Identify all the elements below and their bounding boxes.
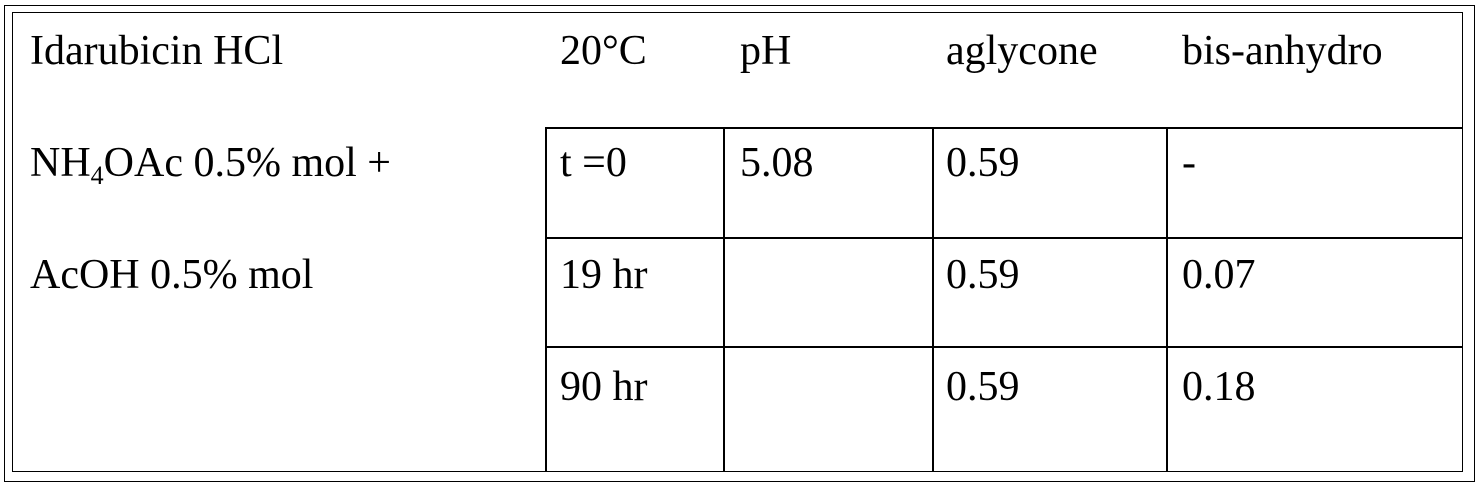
grid-line-v4	[1166, 127, 1168, 472]
row-3-time: 90 hr	[560, 364, 648, 410]
row-2-bis-anhydro: 0.07	[1182, 252, 1256, 298]
grid-line-h1	[545, 237, 1463, 239]
row-3-bis-anhydro: 0.18	[1182, 364, 1256, 410]
row-1-bis-anhydro: -	[1182, 140, 1196, 186]
column-header-bis-anhydro: bis-anhydro	[1182, 28, 1383, 74]
row-1-time: t =0	[560, 140, 627, 186]
buffer-line-1-post: OAc 0.5% mol +	[103, 140, 391, 186]
header-divider	[545, 127, 1463, 129]
buffer-line-1-pre: NH	[30, 140, 91, 186]
grid-line-v1	[545, 127, 547, 472]
row-1-ph: 5.08	[740, 140, 814, 186]
column-header-ph: pH	[740, 28, 792, 74]
table-inner-frame	[12, 12, 1463, 472]
buffer-line-1-sub: 4	[90, 161, 104, 190]
row-2-aglycone: 0.59	[946, 252, 1020, 298]
row-1-aglycone: 0.59	[946, 140, 1020, 186]
row-3-aglycone: 0.59	[946, 364, 1020, 410]
temperature-label: 20°C	[560, 28, 647, 74]
table-outer-frame	[4, 5, 1475, 482]
buffer-line-2: AcOH 0.5% mol	[30, 252, 314, 298]
row-2-time: 19 hr	[560, 252, 648, 298]
column-header-aglycone: aglycone	[946, 28, 1098, 74]
grid-line-h2	[545, 346, 1463, 348]
grid-line-v3	[932, 127, 934, 472]
compound-label: Idarubicin HCl	[30, 28, 284, 74]
buffer-line-1: NH4OAc 0.5% mol +	[30, 140, 391, 189]
grid-line-v2	[723, 127, 725, 472]
